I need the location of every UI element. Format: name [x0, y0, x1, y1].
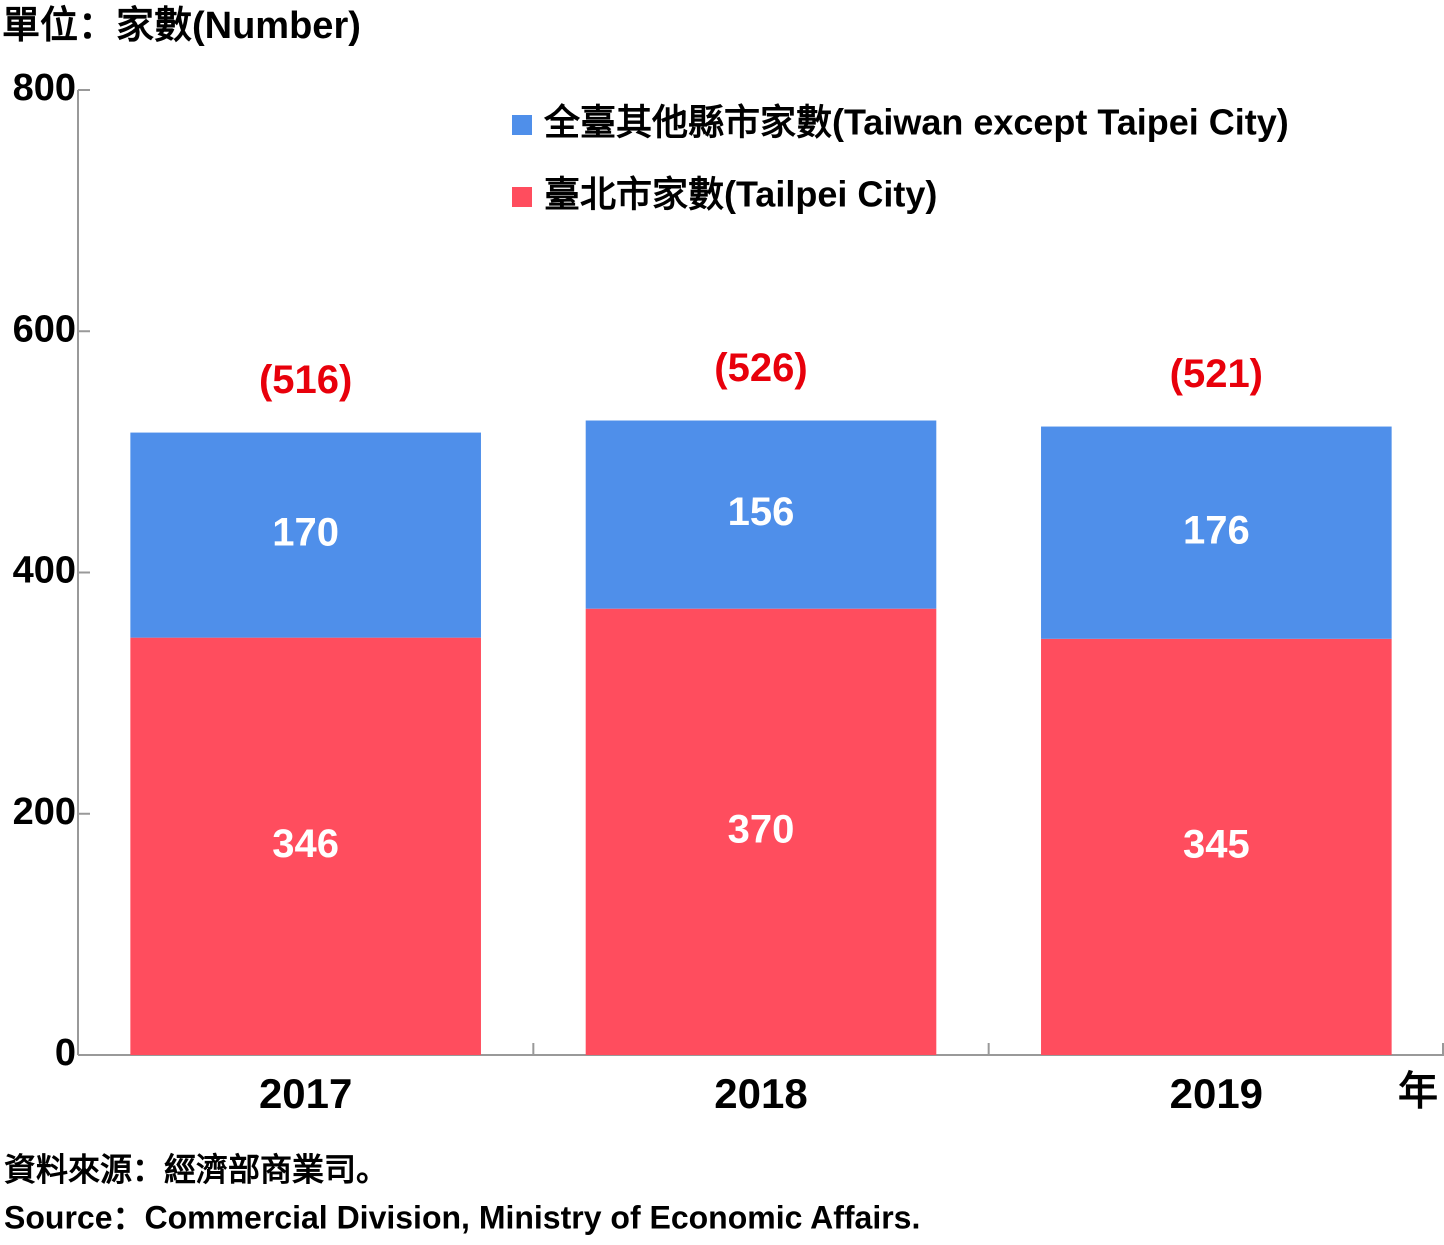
bar-segment	[1041, 638, 1392, 1055]
total-label: (521)	[1170, 352, 1263, 396]
value-label: 346	[272, 822, 339, 866]
bar-segment	[585, 608, 937, 1055]
y-tick-label: 200	[13, 791, 76, 833]
value-label: 156	[728, 490, 795, 534]
legend-swatch	[512, 115, 532, 135]
value-label: 370	[728, 807, 795, 851]
value-label: 170	[272, 511, 339, 555]
value-label: 345	[1183, 822, 1250, 866]
legend-label: 全臺其他縣市家數(Taiwan except Taipei City)	[543, 102, 1289, 143]
x-tick-label: 2018	[714, 1070, 807, 1117]
source: Source：Commercial Division, Ministry of …	[4, 1199, 920, 1235]
y-tick-label: 400	[13, 550, 76, 592]
y-tick-label: 0	[55, 1032, 76, 1074]
legend-swatch	[512, 187, 532, 207]
value-label: 176	[1183, 508, 1250, 552]
bar-segment	[130, 637, 481, 1055]
y-tick-label: 800	[13, 67, 76, 109]
bar-segment	[585, 420, 937, 609]
x-tick-label: 2017	[259, 1070, 352, 1117]
axis-title: 單位：家數(Number)	[2, 5, 361, 47]
y-tick-label: 600	[13, 308, 76, 350]
bar-segment	[130, 432, 481, 638]
x-unit: 年	[1398, 1070, 1438, 1114]
bar-segment	[1041, 426, 1392, 639]
legend-label: 臺北市家數(Tailpei City)	[544, 174, 937, 215]
total-label: (516)	[259, 358, 352, 402]
x-tick-label: 2019	[1170, 1070, 1263, 1117]
total-label: (526)	[714, 346, 807, 390]
source: 資料來源：經濟部商業司。	[4, 1151, 388, 1187]
